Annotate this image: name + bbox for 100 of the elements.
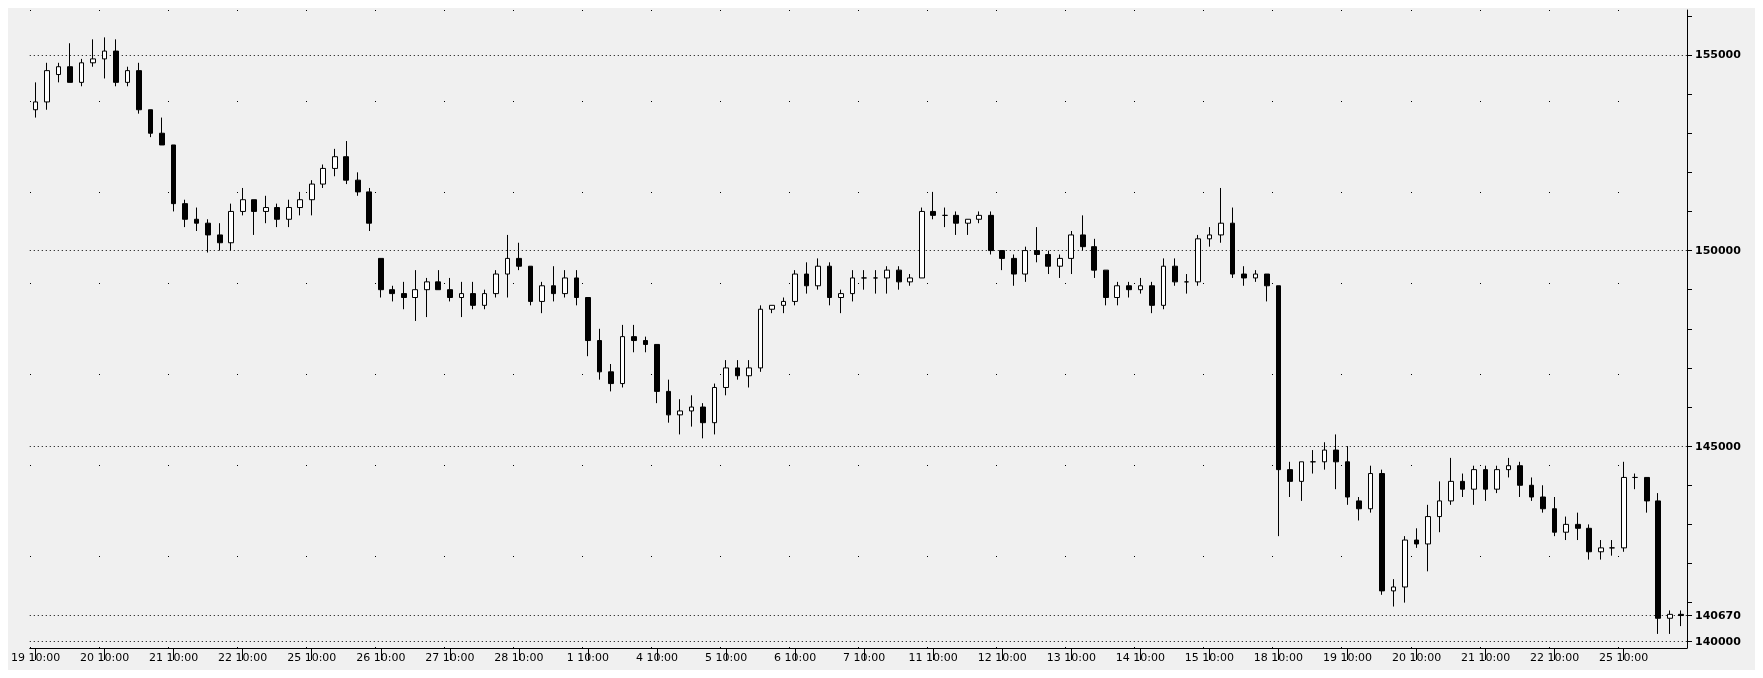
y-tick-label: 150000 bbox=[1695, 244, 1742, 258]
candlestick bbox=[758, 304, 763, 373]
candlestick bbox=[884, 265, 890, 295]
candlestick bbox=[666, 379, 671, 424]
y-tick-label: 145000 bbox=[1695, 439, 1742, 453]
candlestick bbox=[643, 336, 648, 353]
x-tick-label: 25 10:00 bbox=[287, 651, 337, 664]
candlestick bbox=[136, 62, 142, 115]
candlestick bbox=[366, 187, 372, 232]
candlestick bbox=[1506, 457, 1511, 478]
candlestick bbox=[1414, 527, 1419, 549]
x-tick-label: 20 10:00 bbox=[79, 651, 130, 664]
candlestick bbox=[597, 328, 602, 381]
x-tick-label: 5 10:00 bbox=[704, 651, 748, 664]
candlestick bbox=[1437, 480, 1442, 533]
candlestick bbox=[401, 281, 407, 310]
candlestick bbox=[735, 359, 740, 381]
candlestick bbox=[1207, 226, 1212, 248]
candlestick bbox=[1241, 265, 1247, 287]
candlestick bbox=[1425, 504, 1431, 572]
candlestick bbox=[263, 195, 269, 224]
candlestick bbox=[251, 199, 257, 236]
candlestick bbox=[343, 140, 349, 185]
x-tick-label: 6 10:00 bbox=[773, 651, 817, 664]
candlestick bbox=[1529, 476, 1534, 502]
candlestick bbox=[320, 164, 326, 189]
candlestick bbox=[1287, 461, 1293, 498]
candlestick bbox=[1310, 449, 1316, 475]
candlestick bbox=[1552, 496, 1557, 537]
candlestick bbox=[850, 269, 855, 302]
x-tick-label: 26 10:00 bbox=[356, 651, 406, 664]
candlestick bbox=[113, 38, 119, 87]
x-tick-label: 4 10:00 bbox=[635, 651, 679, 664]
candlestick bbox=[769, 304, 775, 314]
candlestick bbox=[1598, 539, 1604, 561]
candlestick bbox=[1299, 461, 1304, 502]
candlestick bbox=[286, 199, 292, 228]
x-tick-label: 14 10:00 bbox=[1115, 651, 1165, 664]
candlestick bbox=[965, 218, 971, 236]
candlestick bbox=[551, 265, 556, 302]
x-tick-label: 21 10:00 bbox=[1461, 651, 1511, 664]
candlestick bbox=[1022, 246, 1028, 283]
candlestick bbox=[539, 281, 545, 314]
candlestick bbox=[631, 324, 637, 353]
x-tick-label: 19 10:00 bbox=[1322, 651, 1373, 664]
x-tick-label: 22 10:00 bbox=[218, 651, 268, 664]
candlestick bbox=[861, 269, 867, 291]
candlestick bbox=[297, 191, 303, 216]
x-tick-label: 22 10:00 bbox=[1530, 651, 1580, 664]
candlestick bbox=[1632, 473, 1638, 490]
candlestick bbox=[1540, 484, 1546, 514]
candlestick bbox=[332, 148, 338, 177]
candlestick bbox=[1149, 281, 1155, 314]
candlestick bbox=[620, 324, 625, 388]
x-tick-label: 15 10:00 bbox=[1184, 651, 1234, 664]
candlestick bbox=[654, 343, 660, 404]
candlestick bbox=[1161, 257, 1166, 310]
candlestick bbox=[1368, 465, 1373, 514]
candlestick bbox=[309, 179, 315, 216]
candlestick bbox=[677, 398, 683, 435]
candlestick bbox=[792, 269, 798, 306]
candlestick bbox=[470, 281, 476, 310]
x-tick-label: 19 10:00 bbox=[10, 651, 61, 664]
candlestick bbox=[804, 261, 809, 295]
x-tick-label: 13 10:00 bbox=[1046, 651, 1096, 664]
candlestick bbox=[125, 66, 130, 87]
candlestick bbox=[746, 359, 752, 388]
candlestick bbox=[1379, 469, 1385, 596]
candlestick bbox=[424, 277, 430, 318]
candlestick bbox=[493, 269, 499, 299]
candlestick bbox=[435, 269, 441, 291]
candlestick bbox=[896, 265, 902, 291]
candlestick bbox=[1114, 281, 1120, 306]
x-tick-label: 28 10:00 bbox=[494, 651, 544, 664]
candlestick bbox=[378, 257, 384, 299]
y-tick-label: 140670 bbox=[1695, 609, 1742, 623]
candlestick bbox=[1586, 523, 1592, 561]
candlestick bbox=[700, 402, 706, 439]
candlestick bbox=[907, 273, 913, 287]
candlestick bbox=[827, 261, 832, 306]
candlestick bbox=[240, 187, 246, 216]
candlestick bbox=[585, 297, 591, 357]
candlestick bbox=[930, 191, 936, 220]
candlestick bbox=[976, 210, 982, 224]
candlestick bbox=[159, 117, 165, 146]
candlestick bbox=[1080, 214, 1086, 252]
candlestick bbox=[482, 289, 487, 310]
x-tick-label: 11 10:00 bbox=[908, 651, 958, 664]
candlestick bbox=[562, 269, 568, 299]
y-tick-label: 140000 bbox=[1695, 635, 1742, 649]
candlestick bbox=[228, 203, 234, 252]
candlestick bbox=[723, 359, 729, 396]
x-tick-label: 20 10:00 bbox=[1391, 651, 1442, 664]
candlestick bbox=[1126, 281, 1132, 299]
candlestick bbox=[1138, 277, 1143, 295]
candlestick bbox=[1172, 257, 1178, 287]
x-tick-label: 27 10:00 bbox=[425, 651, 475, 664]
candlestick bbox=[1517, 461, 1523, 498]
candlestick bbox=[712, 383, 717, 435]
candlestick bbox=[838, 289, 844, 314]
